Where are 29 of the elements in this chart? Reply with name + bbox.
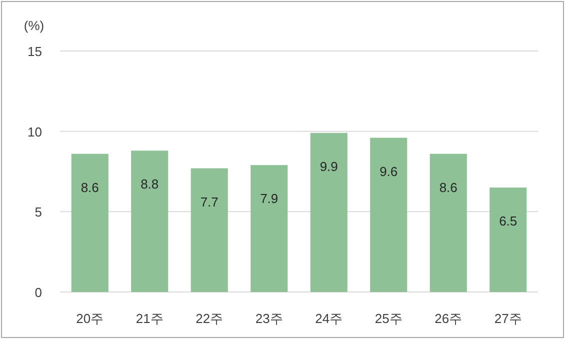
bar — [430, 154, 467, 292]
data-label: 8.6 — [80, 180, 99, 195]
x-tick-label: 21주 — [136, 311, 164, 326]
x-tick-label: 26주 — [434, 311, 462, 326]
bar — [71, 154, 108, 292]
x-tick-label: 23주 — [255, 311, 283, 326]
x-tick-label: 27주 — [494, 311, 522, 326]
data-label: 8.6 — [439, 180, 458, 195]
x-tick-label: 22주 — [196, 311, 224, 326]
data-label: 9.6 — [380, 164, 398, 179]
data-label: 7.7 — [200, 194, 218, 210]
bar — [310, 132, 348, 292]
bar — [370, 138, 408, 292]
y-tick-label: 0 — [34, 285, 42, 300]
y-axis-title: (%) — [24, 18, 44, 33]
data-label: 8.8 — [140, 176, 159, 192]
data-label: 6.5 — [499, 214, 518, 229]
x-tick-label: 24주 — [315, 311, 343, 326]
y-tick-label: 10 — [28, 124, 42, 140]
bar — [490, 188, 527, 292]
bar — [190, 168, 228, 292]
bar — [131, 150, 168, 292]
y-tick-label: 5 — [34, 204, 42, 220]
y-tick-label: 15 — [28, 44, 42, 59]
x-tick-label: 25주 — [374, 311, 402, 326]
data-label: 9.9 — [320, 158, 338, 174]
data-label: 7.9 — [260, 191, 278, 206]
bar — [250, 165, 288, 292]
x-tick-label: 20주 — [76, 311, 104, 326]
